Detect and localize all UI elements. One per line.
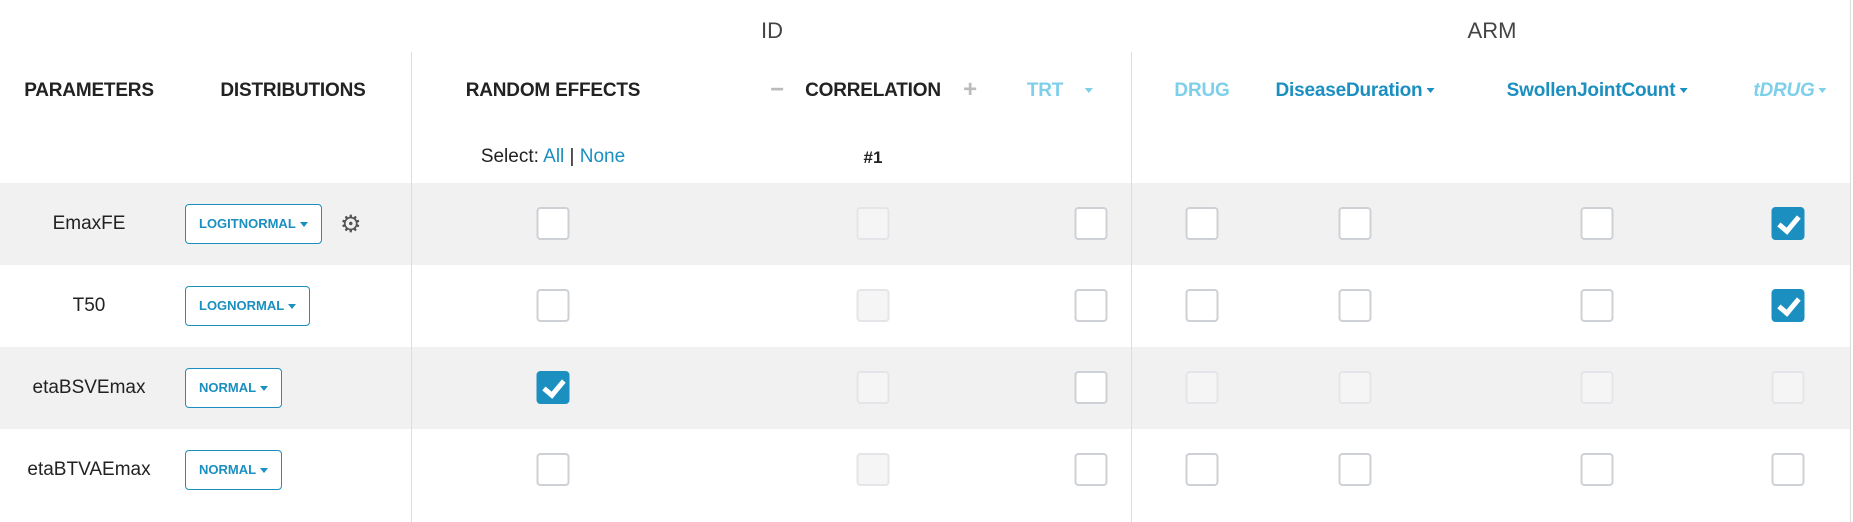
correlation-checkbox <box>856 207 890 240</box>
caret-down-icon <box>260 386 269 392</box>
covariate-checkbox-diseaseduration[interactable] <box>1338 453 1372 486</box>
correlation-checkbox <box>856 289 890 322</box>
covariate-header-drug[interactable]: DRUG <box>1174 80 1229 102</box>
covariate-label: tDRUG <box>1753 80 1815 101</box>
group-id-label: ID <box>761 18 783 43</box>
select-row: Select: All | None <box>481 146 625 168</box>
caret-down-icon <box>1818 88 1827 94</box>
covariate-header-tdrug[interactable]: tDRUG <box>1753 80 1827 102</box>
parameter-name: etaBSVEmax <box>32 377 146 398</box>
select-none-link[interactable]: None <box>579 146 626 167</box>
distribution-dropdown[interactable]: NORMAL <box>185 368 283 408</box>
covariate-checkbox-trt[interactable] <box>1074 453 1108 486</box>
covariate-checkbox-diseaseduration[interactable] <box>1338 207 1372 240</box>
covariate-checkbox-diseaseduration[interactable] <box>1338 289 1372 322</box>
caret-down-icon <box>260 468 269 474</box>
caret-down-icon <box>1426 88 1435 94</box>
distribution-dropdown[interactable]: LOGITNORMAL <box>185 204 322 244</box>
covariate-checkbox-tdrug[interactable] <box>1771 453 1805 486</box>
header-random-effects: RANDOM EFFECTS <box>465 80 641 101</box>
random-effect-checkbox[interactable] <box>536 289 570 322</box>
covariate-header-swollenjointcount[interactable]: SwollenJointCount <box>1507 80 1688 102</box>
covariate-checkbox-drug[interactable] <box>1185 453 1219 486</box>
covariate-checkbox-drug <box>1185 371 1219 404</box>
header-parameters: PARAMETERS <box>24 80 154 101</box>
correlation-checkbox <box>856 371 890 404</box>
caret-down-icon <box>288 304 297 310</box>
select-separator: | <box>569 146 575 167</box>
covariate-label: DiseaseDuration <box>1275 80 1423 101</box>
distribution-value: LOGNORMAL <box>199 298 285 313</box>
covariate-label: DRUG <box>1174 80 1230 101</box>
caret-down-icon <box>299 222 308 228</box>
covariate-header-trt[interactable]: TRT <box>1026 80 1094 102</box>
distribution-value: LOGITNORMAL <box>199 216 296 231</box>
distribution-dropdown[interactable]: NORMAL <box>185 450 283 490</box>
covariate-checkbox-trt[interactable] <box>1074 371 1108 404</box>
covariate-label: SwollenJointCount <box>1506 80 1676 101</box>
covariate-checkbox-tdrug <box>1771 371 1805 404</box>
parameter-name: T50 <box>72 295 106 316</box>
random-effect-checkbox[interactable] <box>536 453 570 486</box>
caret-down-icon <box>1679 88 1688 94</box>
distribution-value: NORMAL <box>199 380 257 395</box>
random-effect-checkbox[interactable] <box>536 371 570 404</box>
random-effect-checkbox[interactable] <box>536 207 570 240</box>
covariate-checkbox-tdrug[interactable] <box>1771 289 1805 322</box>
header-distributions: DISTRIBUTIONS <box>220 80 366 101</box>
group-arm-label: ARM <box>1467 18 1517 43</box>
table-row: etaBTVAEmax NORMAL <box>0 429 1850 511</box>
covariate-checkbox-diseaseduration <box>1338 371 1372 404</box>
covariate-checkbox-drug[interactable] <box>1185 207 1219 240</box>
parameter-name: etaBTVAEmax <box>27 459 151 480</box>
parameter-name: EmaxFE <box>52 213 126 234</box>
covariate-checkbox-swollenjointcount[interactable] <box>1580 289 1614 322</box>
distribution-dropdown[interactable]: LOGNORMAL <box>185 286 311 326</box>
covariate-checkbox-tdrug[interactable] <box>1771 207 1805 240</box>
covariate-checkbox-swollenjointcount[interactable] <box>1580 207 1614 240</box>
covariate-checkbox-swollenjointcount[interactable] <box>1580 453 1614 486</box>
divider-right <box>1850 0 1851 522</box>
caret-down-icon <box>1085 88 1094 94</box>
correlation-checkbox <box>856 453 890 486</box>
header-correlation: CORRELATION <box>805 80 941 101</box>
table-row: T50 LOGNORMAL <box>0 265 1850 347</box>
covariate-checkbox-drug[interactable] <box>1185 289 1219 322</box>
add-correlation-button[interactable]: + <box>963 76 977 103</box>
divider-arm <box>1131 52 1132 522</box>
table-row: EmaxFE LOGITNORMAL ⚙ <box>0 183 1850 265</box>
covariate-checkbox-trt[interactable] <box>1074 289 1108 322</box>
covariate-header-diseaseduration[interactable]: DiseaseDuration <box>1276 80 1435 102</box>
select-label: Select: <box>480 146 539 167</box>
select-all-link[interactable]: All <box>543 146 565 167</box>
distribution-value: NORMAL <box>199 462 257 477</box>
correlation-index: #1 <box>863 148 883 167</box>
covariate-checkbox-trt[interactable] <box>1074 207 1108 240</box>
covariate-label: TRT <box>1026 80 1064 101</box>
covariate-checkbox-swollenjointcount <box>1580 371 1614 404</box>
remove-correlation-button[interactable]: − <box>770 76 784 103</box>
divider-id <box>411 52 412 522</box>
table-row: etaBSVEmax NORMAL <box>0 347 1850 429</box>
gear-icon[interactable]: ⚙ <box>340 211 362 238</box>
